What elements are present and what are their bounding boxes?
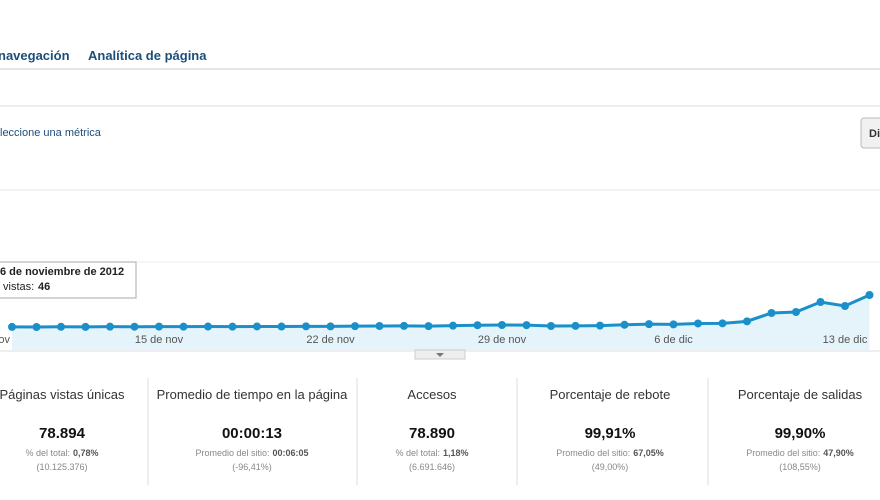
area [12, 295, 870, 350]
button[interactable] [860, 117, 880, 149]
point [302, 322, 310, 331]
button-label: Di [869, 128, 880, 140]
point [596, 321, 604, 330]
toggle-arrow [436, 353, 444, 357]
point [57, 322, 65, 331]
metric-value: 99,90% [775, 425, 826, 442]
metric-sub-label: % del total: [395, 448, 440, 458]
point [473, 321, 482, 330]
metric-detail: (6.691.646) [409, 462, 455, 472]
metric-sub: Promedio del sitio: 67,05% [556, 448, 664, 458]
point [449, 321, 457, 330]
x-tick-label: 22 de nov [306, 334, 355, 346]
point [547, 322, 555, 330]
metric-value: 00:00:13 [222, 425, 282, 442]
point [155, 322, 163, 331]
point [32, 323, 41, 331]
x-tick-label: 6 de dic [654, 334, 693, 346]
point [375, 322, 384, 330]
metric-label: Porcentaje de salidas [738, 387, 863, 402]
metric-detail: (49,00%) [592, 462, 629, 472]
point [81, 322, 90, 331]
point [253, 322, 261, 331]
tooltip: 6 de noviembre de 2012 vistas: 46 [0, 261, 137, 299]
point [571, 321, 580, 330]
point [8, 322, 16, 331]
point [841, 302, 849, 310]
metric-sub: Promedio del sitio: 47,90% [746, 448, 854, 458]
tooltip-value: 46 [38, 281, 50, 293]
metric-sub-value: 00:06:05 [273, 448, 309, 458]
metric-sub: Promedio del sitio: 00:06:05 [195, 448, 308, 458]
metric-selector[interactable]: leccione una métrica [0, 127, 102, 139]
metric-value: 78.890 [409, 425, 455, 442]
metric-detail: (108,55%) [779, 462, 821, 472]
x-tick-label: 15 de nov [135, 334, 184, 346]
point [718, 319, 727, 328]
metric-sub: % del total: 1,18% [395, 448, 468, 458]
point [669, 320, 678, 329]
point [400, 321, 408, 330]
metric-value: 99,91% [585, 425, 636, 442]
point [424, 322, 433, 331]
point [351, 322, 359, 331]
metric-sub-value: 67,05% [633, 448, 664, 458]
point [767, 309, 776, 317]
metric-label: Promedio de tiempo en la página [157, 387, 349, 402]
metric-sub-label: Promedio del sitio: [746, 448, 820, 458]
metric-sub-value: 1,18% [443, 448, 469, 458]
tooltip-date: 6 de noviembre de 2012 [0, 266, 124, 278]
tooltip-box [0, 261, 137, 299]
line [11, 293, 871, 329]
metric-label: Accesos [407, 387, 457, 402]
point [865, 291, 874, 299]
metric-detail: (10.125.376) [36, 462, 87, 472]
point [130, 322, 139, 331]
x-tick-label: 29 de nov [478, 334, 527, 346]
metric-sub-value: 0,78% [73, 448, 99, 458]
point [816, 298, 825, 306]
point [694, 319, 702, 328]
point [498, 321, 506, 329]
metric-label: Porcentaje de rebote [550, 387, 671, 402]
point [277, 322, 286, 331]
metric-sub-value: 47,90% [823, 448, 854, 458]
metric-sub-label: % del total: [25, 448, 70, 458]
metric-detail: (-96,41%) [232, 462, 272, 472]
point [106, 322, 114, 331]
metric-sub-label: Promedio del sitio: [195, 448, 269, 458]
nav-tab[interactable]: Analítica de página [88, 48, 207, 63]
point [620, 320, 629, 329]
tooltip-label: vistas: [3, 281, 34, 293]
x-tick-label: ov [0, 334, 10, 346]
metric-label: Páginas vistas únicas [0, 387, 125, 402]
point [645, 320, 653, 329]
point [179, 322, 188, 331]
metric-sub-label: Promedio del sitio: [556, 448, 630, 458]
point [792, 308, 800, 316]
plot: ov 15 de nov 22 de nov 29 de nov 6 de dic 13 … [0, 291, 874, 350]
metric-value: 78.894 [39, 425, 86, 442]
point [228, 322, 237, 331]
point [743, 317, 751, 326]
nav-tab[interactable]: navegación [0, 48, 70, 63]
point [522, 321, 531, 330]
point [326, 322, 335, 331]
metric-sub: % del total: 0,78% [25, 448, 98, 458]
point [204, 322, 212, 331]
x-tick-label: 13 de dic [823, 334, 868, 346]
chart-panel [0, 105, 880, 352]
